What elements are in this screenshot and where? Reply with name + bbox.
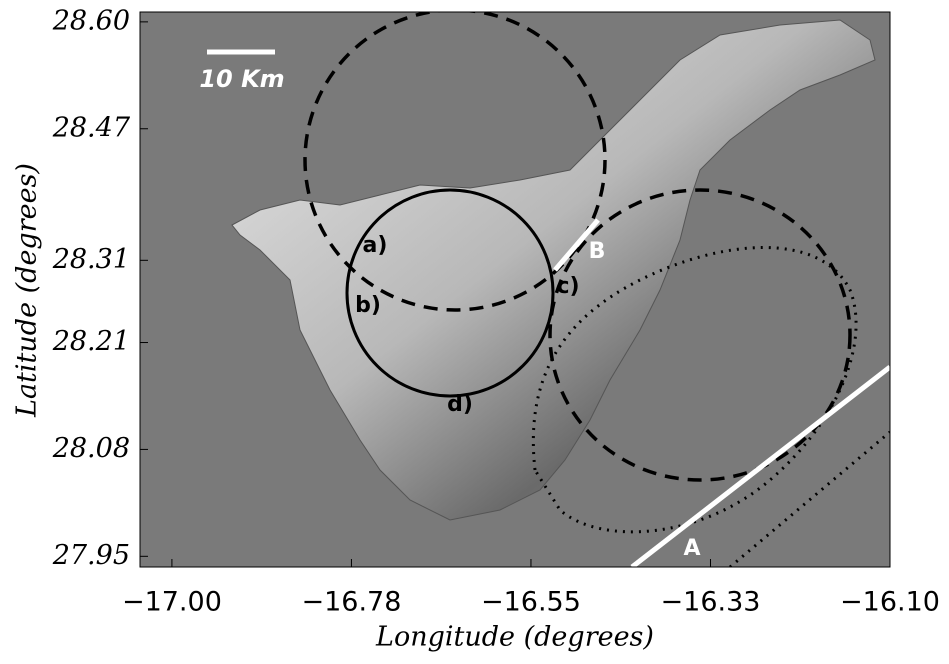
annotation: c) (556, 274, 579, 299)
y-tick-label: 27.95 (52, 540, 130, 571)
x-tick-label: −17.00 (122, 587, 222, 618)
annotation: a) (363, 233, 388, 258)
annotation: b) (355, 293, 381, 318)
y-tick-label: 28.60 (52, 5, 130, 36)
x-axis-label: Longitude (degrees) (375, 622, 654, 653)
annotation: 10 Km (199, 65, 284, 93)
y-axis-label: Latitude (degrees) (12, 163, 43, 418)
x-tick-label: −16.78 (301, 587, 401, 618)
annotation: B (589, 239, 606, 264)
x-tick-label: −16.10 (840, 587, 940, 618)
x-tick-label: −16.55 (481, 587, 581, 618)
y-tick-label: 28.08 (52, 433, 130, 464)
y-tick-label: 28.31 (52, 244, 130, 275)
annotation: A (683, 536, 700, 561)
annotation: d) (447, 392, 473, 417)
y-tick-label: 28.47 (52, 112, 131, 143)
x-tick-label: −16.33 (661, 587, 761, 618)
y-tick-label: 28.21 (52, 326, 130, 357)
chart: Longitude (degrees) Latitude (degrees) −… (0, 0, 949, 660)
